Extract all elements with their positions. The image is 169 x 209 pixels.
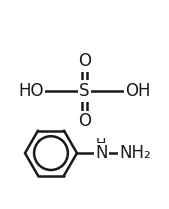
Text: HO: HO: [18, 82, 44, 100]
Text: NH₂: NH₂: [119, 144, 151, 162]
Text: S: S: [79, 82, 90, 100]
Text: OH: OH: [125, 82, 151, 100]
Text: N: N: [95, 144, 107, 162]
Text: O: O: [78, 52, 91, 70]
Text: H: H: [96, 137, 106, 151]
Text: O: O: [78, 112, 91, 130]
